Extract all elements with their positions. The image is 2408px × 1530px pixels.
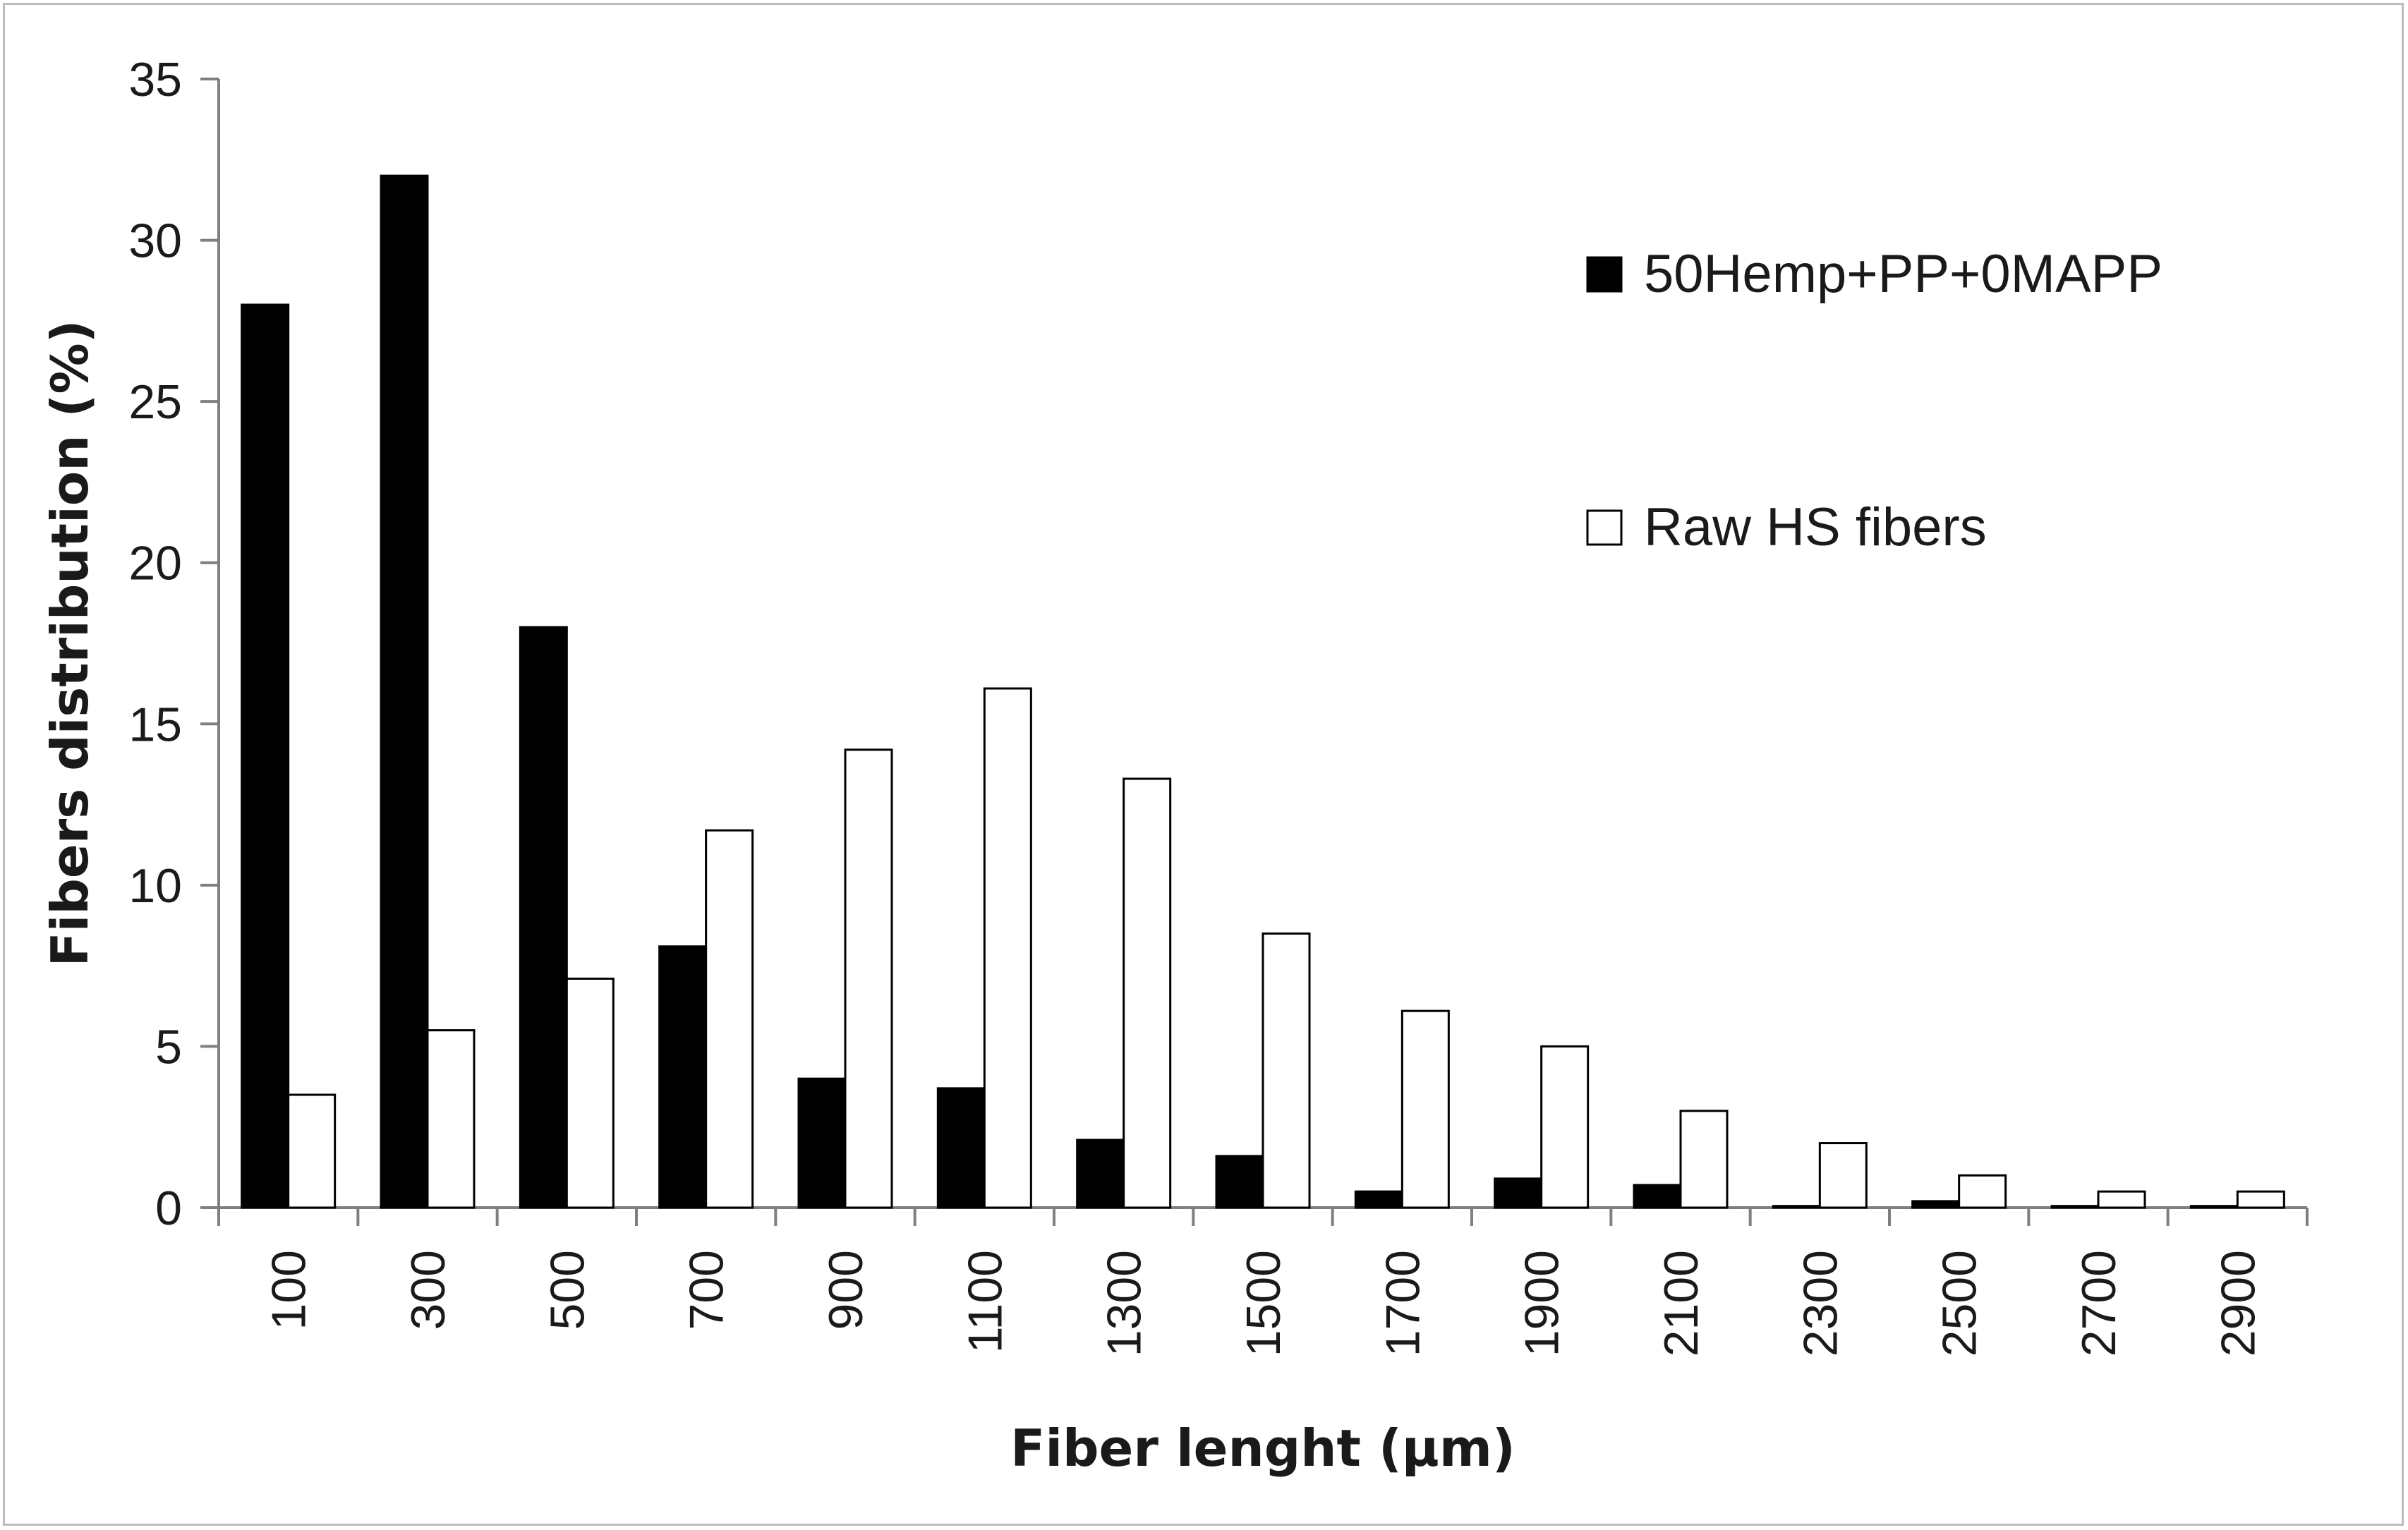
bar-50hemp-pp-0mapp [936, 1087, 986, 1209]
bars [241, 174, 2285, 1209]
bar-raw-hs-fibers [426, 1029, 476, 1209]
y-axis-ticks: 0 5 10 15 20 25 30 35 [128, 53, 219, 1235]
bar-raw-hs-fibers [1958, 1174, 2007, 1209]
bar-50hemp-pp-0mapp [380, 174, 429, 1209]
x-axis-ticks: 100 300 500 700 900 1100 1300 1500 1700 1900 2100 2… [217, 1208, 2309, 1356]
y-tick-label: 10 [128, 859, 182, 913]
bar-raw-hs-fibers [2236, 1190, 2285, 1209]
x-tick-label: 1100 [958, 1250, 1012, 1353]
x-axis-title: Fiber lenght (µm) [1010, 1419, 1515, 1478]
x-tick-label: 2100 [1654, 1250, 1708, 1356]
x-tick-label: 2500 [1933, 1250, 1987, 1356]
bar-50hemp-pp-0mapp [519, 626, 568, 1209]
bar-50hemp-pp-0mapp [241, 303, 290, 1209]
y-axis-title: Fibers distribution (%) [40, 320, 99, 967]
bar-50hemp-pp-0mapp [2050, 1205, 2100, 1209]
bar-raw-hs-fibers [1818, 1142, 1868, 1209]
bar-raw-hs-fibers [983, 687, 1032, 1209]
bar-raw-hs-fibers [287, 1093, 337, 1209]
legend-label-raw-hs-fibers: Raw HS fibers [1644, 497, 1987, 557]
x-tick-label: 100 [262, 1250, 316, 1330]
bar-raw-hs-fibers [844, 748, 893, 1209]
y-tick-label: 25 [128, 375, 182, 429]
bar-50hemp-pp-0mapp [1633, 1184, 1682, 1209]
x-tick-label: 500 [540, 1250, 594, 1330]
x-tick-label: 1500 [1237, 1250, 1290, 1356]
legend-label-50hemp-pp-0mapp: 50Hemp+PP+0MAPP [1644, 244, 2162, 304]
legend-swatch-raw-hs-fibers [1586, 509, 1623, 546]
y-tick-label: 0 [155, 1182, 182, 1235]
bar-raw-hs-fibers [705, 829, 754, 1209]
bar-raw-hs-fibers [2097, 1190, 2146, 1209]
legend-swatch-50hemp-pp-0mapp [1586, 256, 1623, 293]
bar-raw-hs-fibers [1123, 777, 1172, 1209]
legend: 50Hemp+PP+0MAPP Raw HS fibers [1586, 244, 2162, 557]
bar-raw-hs-fibers [1540, 1045, 1590, 1209]
x-tick-label: 300 [401, 1250, 455, 1330]
bar-50hemp-pp-0mapp [1772, 1205, 1821, 1209]
x-tick-label: 1300 [1098, 1250, 1151, 1356]
y-tick-label: 5 [155, 1020, 182, 1074]
y-tick-label: 30 [128, 214, 182, 268]
x-tick-label: 2300 [1793, 1250, 1847, 1356]
y-tick-label: 15 [128, 698, 182, 751]
x-tick-label: 1700 [1376, 1250, 1429, 1356]
bar-50hemp-pp-0mapp [797, 1077, 847, 1209]
bar-raw-hs-fibers [1679, 1110, 1729, 1209]
bar-raw-hs-fibers [1400, 1009, 1450, 1209]
x-tick-label: 700 [680, 1250, 734, 1330]
y-tick-label: 35 [128, 53, 182, 107]
bar-50hemp-pp-0mapp [1494, 1177, 1543, 1209]
bar-raw-hs-fibers [1262, 932, 1311, 1209]
x-tick-label: 2900 [2211, 1250, 2265, 1356]
bar-50hemp-pp-0mapp [1076, 1139, 1125, 1209]
bar-50hemp-pp-0mapp [658, 945, 708, 1209]
x-tick-label: 1900 [1515, 1250, 1569, 1356]
x-tick-label: 2700 [2072, 1250, 2126, 1356]
bar-50hemp-pp-0mapp [1911, 1200, 1961, 1209]
bar-50hemp-pp-0mapp [2189, 1205, 2239, 1209]
y-tick-label: 20 [128, 537, 182, 590]
bar-raw-hs-fibers [565, 977, 615, 1209]
x-tick-label: 900 [819, 1250, 873, 1330]
bar-50hemp-pp-0mapp [1354, 1190, 1403, 1209]
bar-50hemp-pp-0mapp [1215, 1155, 1264, 1209]
